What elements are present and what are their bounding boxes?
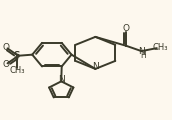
Text: O: O [2,60,9,69]
Text: O: O [123,24,130,33]
Text: N: N [58,75,65,84]
Text: CH₃: CH₃ [9,66,25,75]
Text: N: N [138,47,145,56]
Text: N: N [92,62,99,71]
Text: S: S [14,51,20,60]
Text: CH₃: CH₃ [152,43,168,52]
Text: O: O [2,43,9,52]
Text: H: H [140,51,146,60]
